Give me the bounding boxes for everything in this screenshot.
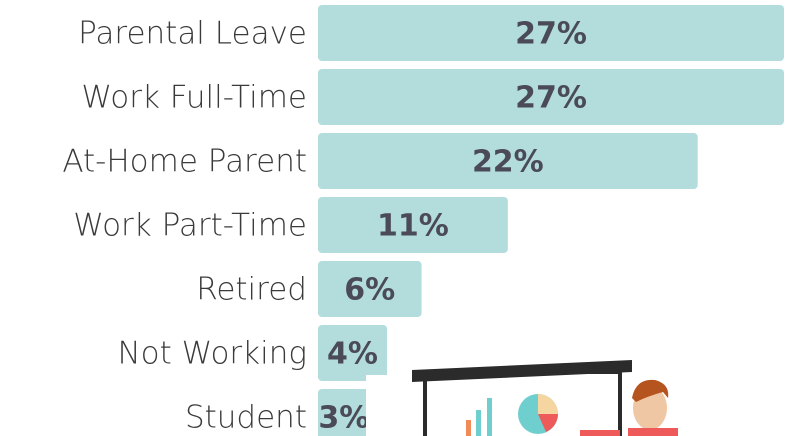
illustration xyxy=(366,360,786,436)
category-label: Work Full-Time xyxy=(81,80,307,116)
person-body xyxy=(628,428,678,436)
icon-line xyxy=(580,430,620,436)
icon-bar xyxy=(476,410,481,436)
icon-bar xyxy=(466,420,471,436)
value-label: 4% xyxy=(327,337,378,372)
value-label: 3% xyxy=(318,401,369,436)
icon-bar xyxy=(487,398,492,436)
category-label: Not Working xyxy=(117,336,307,372)
chart: Parental Leave 27% Work Full-Time 27% At-Hom… xyxy=(0,0,786,436)
value-label: 27% xyxy=(515,81,587,116)
value-label: 11% xyxy=(377,209,449,244)
category-label: Retired xyxy=(196,272,307,308)
category-label: Parental Leave xyxy=(78,16,307,52)
value-label: 22% xyxy=(472,145,544,180)
value-label: 6% xyxy=(344,273,395,308)
value-label: 27% xyxy=(515,17,587,52)
category-label: Student xyxy=(185,400,307,436)
category-label: Work Part-Time xyxy=(73,208,307,244)
category-label: At-Home Parent xyxy=(62,144,307,180)
